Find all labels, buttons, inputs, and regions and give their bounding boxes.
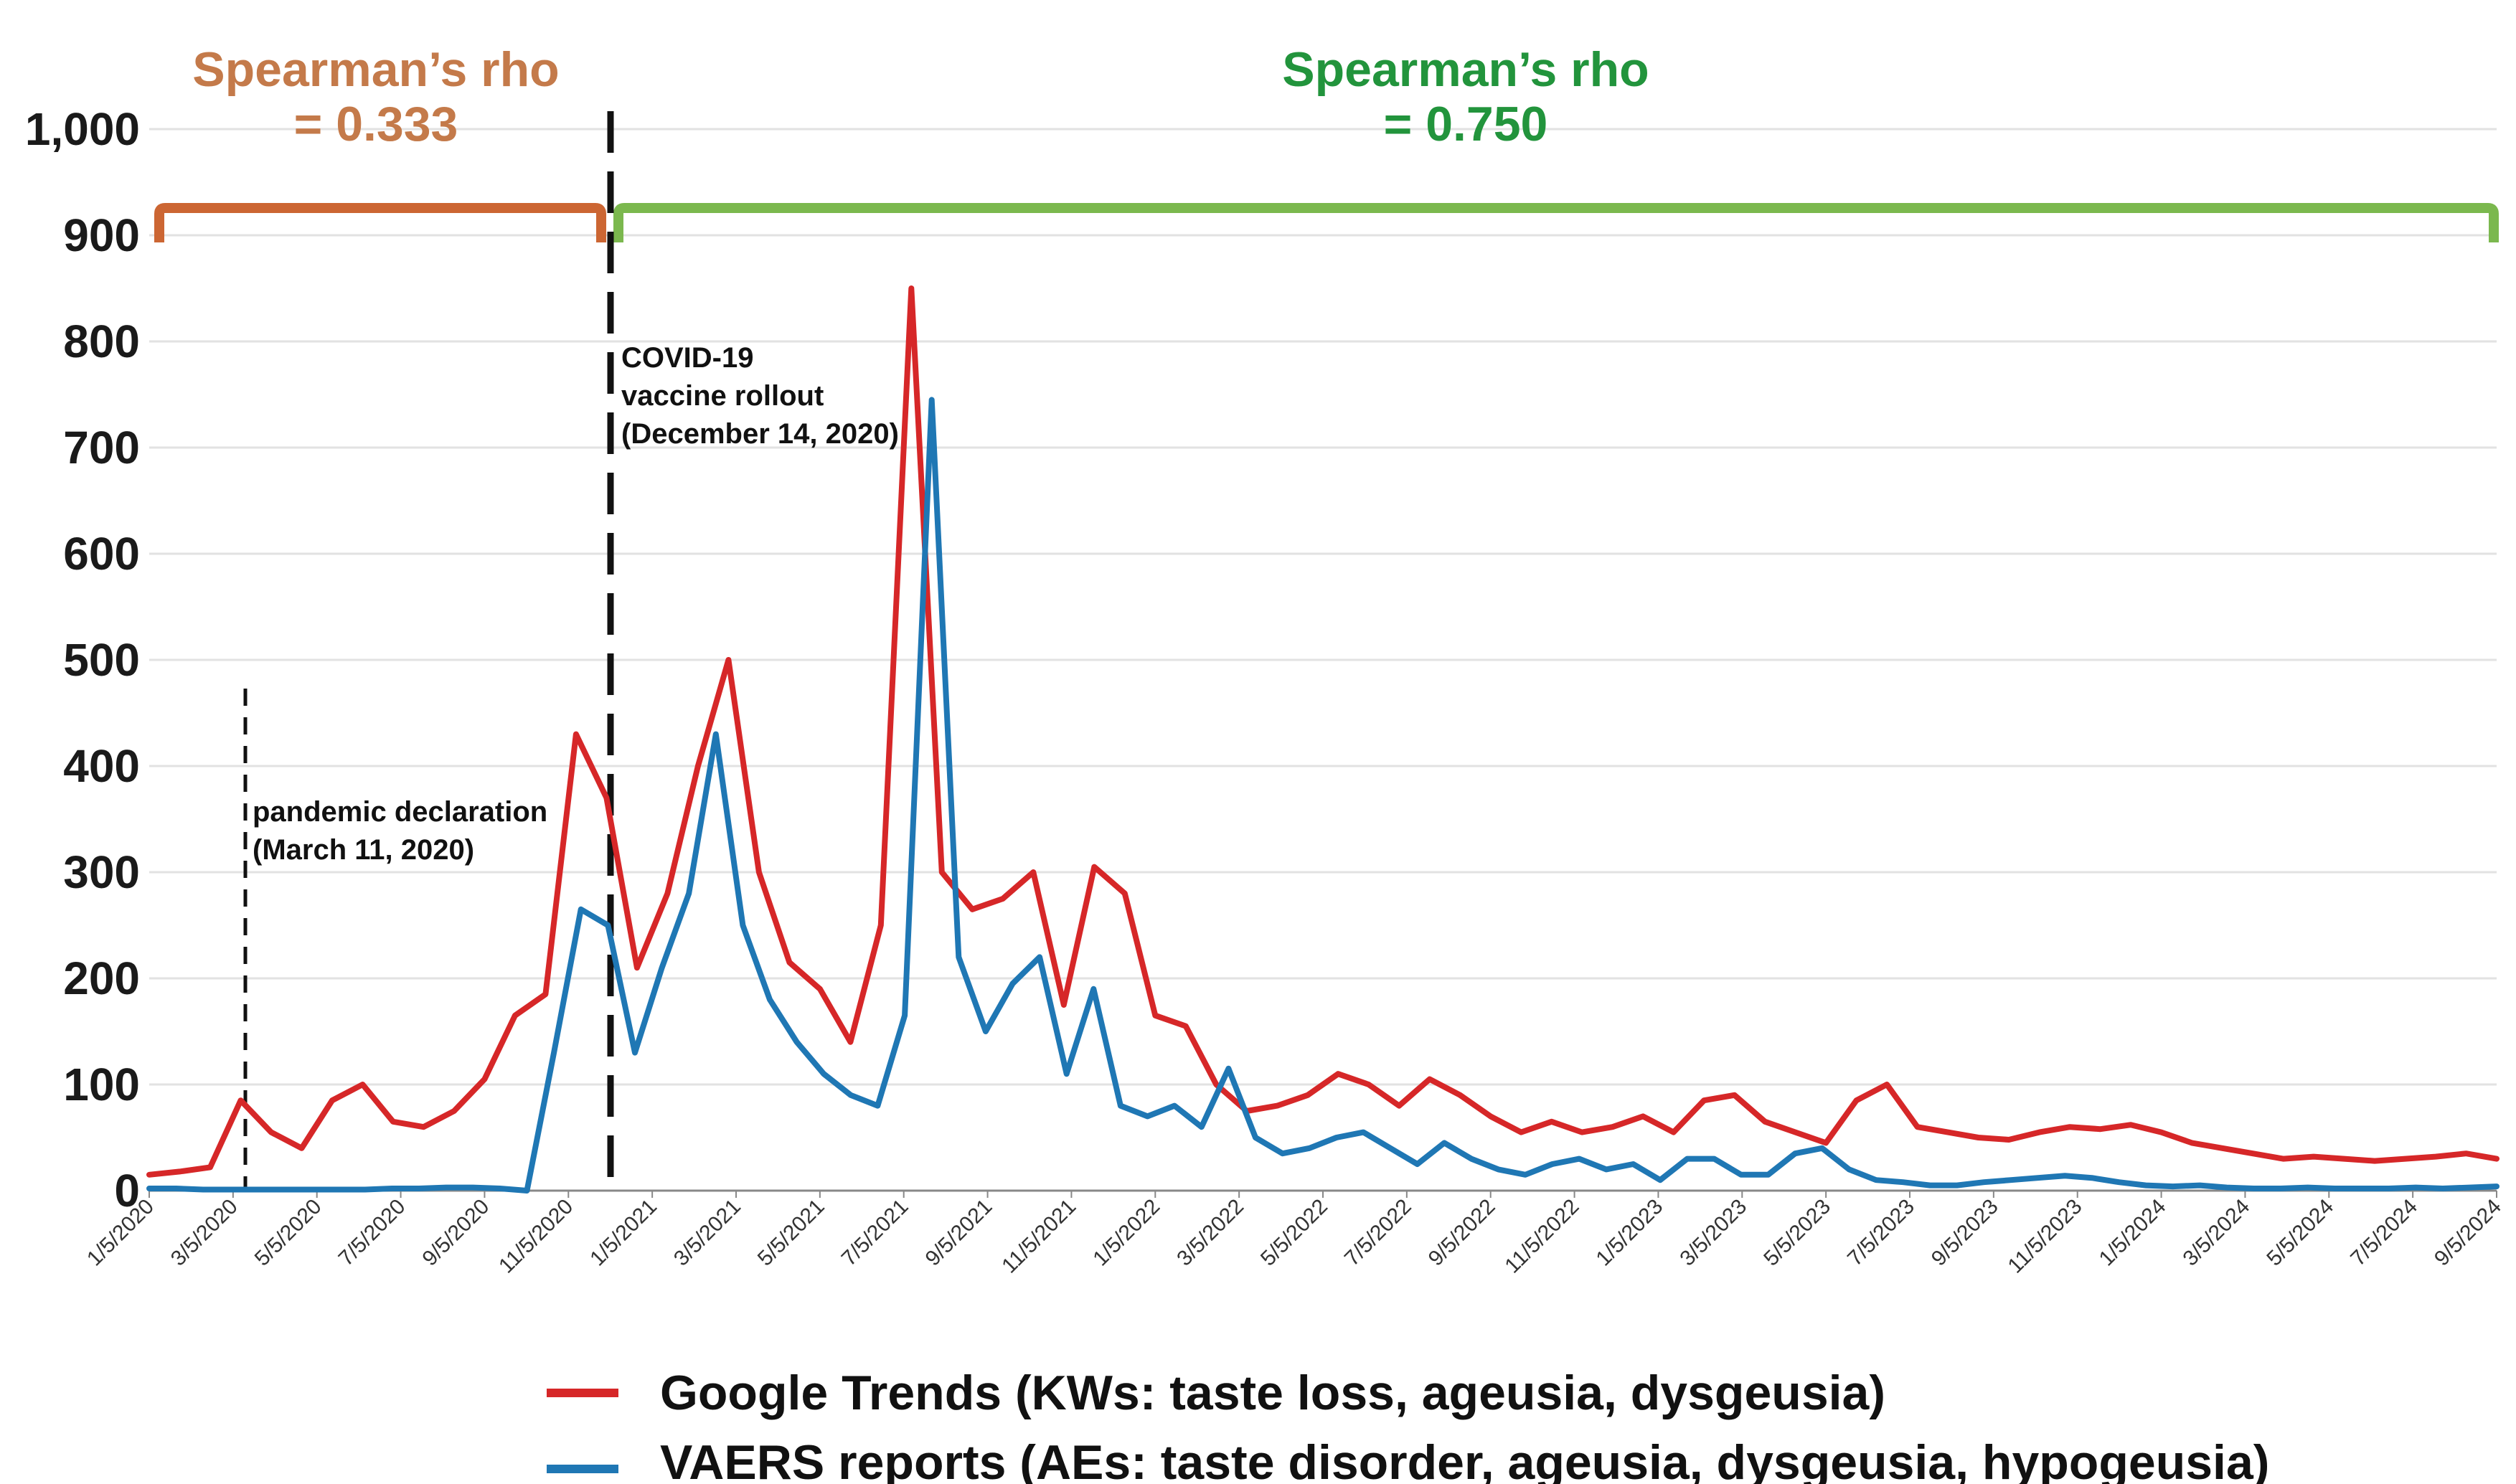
x-tick-label: 5/5/2022 xyxy=(1256,1195,1332,1271)
rho-pre-label-line1: Spearman’s rho xyxy=(192,42,559,97)
y-tick-label: 700 xyxy=(63,422,140,473)
y-tick-label: 100 xyxy=(63,1059,140,1110)
x-tick-label: 7/5/2023 xyxy=(1843,1195,1919,1271)
x-tick-label: 1/5/2023 xyxy=(1591,1195,1667,1271)
legend-label-vaers: VAERS reports (AEs: taste disorder, ageu… xyxy=(660,1435,2269,1484)
y-tick-label: 400 xyxy=(63,740,140,792)
rho-bracket-pre xyxy=(154,203,606,242)
x-tick-label: 1/5/2021 xyxy=(585,1195,661,1271)
series-group xyxy=(146,285,2499,1194)
x-tick-label: 9/5/2024 xyxy=(2430,1195,2506,1271)
x-tick-label: 11/5/2022 xyxy=(1500,1195,1583,1278)
x-tick-label: 5/5/2023 xyxy=(1759,1195,1835,1271)
x-tick-label: 3/5/2021 xyxy=(669,1195,745,1271)
x-tick-label: 9/5/2022 xyxy=(1424,1195,1500,1271)
x-tick-label: 5/5/2020 xyxy=(250,1195,326,1271)
x-tick-label: 7/5/2022 xyxy=(1340,1195,1416,1271)
pandemic-annotation-line1: pandemic declaration xyxy=(253,796,547,828)
y-tick-label: 500 xyxy=(63,634,140,686)
x-tick-label: 11/5/2021 xyxy=(997,1195,1080,1278)
x-tick-label: 1/5/2022 xyxy=(1088,1195,1164,1271)
series-line-vaers xyxy=(146,397,2499,1194)
x-tick-label: 7/5/2020 xyxy=(334,1195,410,1271)
x-tick-label: 7/5/2021 xyxy=(837,1195,913,1271)
x-tick-label: 3/5/2024 xyxy=(2178,1195,2254,1271)
rho-post-label-line2: = 0.750 xyxy=(1384,97,1548,151)
x-tick-label: 5/5/2024 xyxy=(2262,1195,2338,1271)
legend: Google Trends (KWs: taste loss, ageusia,… xyxy=(547,1366,2269,1484)
x-tick-label: 7/5/2024 xyxy=(2346,1195,2422,1271)
y-tick-label: 900 xyxy=(63,209,140,261)
x-tick-label: 9/5/2023 xyxy=(1927,1195,2003,1271)
legend-label-google-trends: Google Trends (KWs: taste loss, ageusia,… xyxy=(660,1366,1885,1420)
gridlines xyxy=(149,128,2497,1086)
x-tick-label: 3/5/2022 xyxy=(1172,1195,1248,1271)
x-tick-label: 5/5/2021 xyxy=(753,1195,829,1271)
x-tick-label: 9/5/2021 xyxy=(921,1195,997,1271)
rho-bracket-post xyxy=(613,203,2499,242)
rollout-annotation-line1: COVID-19 xyxy=(621,342,754,374)
y-tick-label: 300 xyxy=(63,846,140,898)
x-axis-ticks: 1/5/2020 3/5/2020 5/5/2020 7/5/2020 9/5/2020… xyxy=(83,1191,2506,1278)
rho-post-label-line1: Spearman’s rho xyxy=(1282,42,1649,97)
y-tick-label: 600 xyxy=(63,528,140,580)
rollout-annotation-line3: (December 14, 2020) xyxy=(621,418,899,450)
y-tick-label: 1,000 xyxy=(25,103,140,155)
pandemic-annotation-line2: (March 11, 2020) xyxy=(253,834,474,866)
rollout-annotation-line2: vaccine rollout xyxy=(621,380,824,412)
x-tick-label: 3/5/2020 xyxy=(166,1195,242,1271)
x-tick-label: 3/5/2023 xyxy=(1675,1195,1751,1271)
x-tick-label: 11/5/2023 xyxy=(2004,1195,2087,1278)
x-tick-label: 9/5/2020 xyxy=(418,1195,494,1271)
y-axis-ticks: 0 100 200 300 400 500 600 700 800 900 1,000 xyxy=(25,103,140,1216)
y-tick-label: 0 xyxy=(114,1165,140,1216)
rho-pre-label-line2: = 0.333 xyxy=(294,97,458,151)
series-line-google-trends xyxy=(146,285,2499,1178)
y-tick-label: 800 xyxy=(63,316,140,367)
x-tick-label: 11/5/2020 xyxy=(494,1195,578,1278)
x-tick-label: 1/5/2024 xyxy=(2095,1195,2171,1271)
y-tick-label: 200 xyxy=(63,953,140,1004)
